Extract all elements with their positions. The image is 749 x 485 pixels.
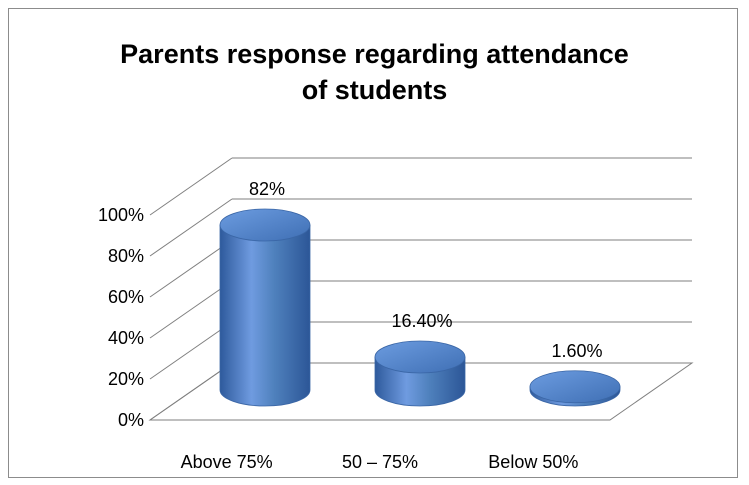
gridline (149, 198, 692, 257)
y-tick-label: 40% (108, 328, 144, 348)
y-axis: 0% 20% 40% 60% 80% 100% (98, 205, 144, 430)
y-tick-label: 80% (108, 246, 144, 266)
y-tick-label: 100% (98, 205, 144, 225)
y-tick-label: 20% (108, 369, 144, 389)
data-label: 1.60% (551, 341, 602, 361)
chart-frame (8, 8, 738, 478)
chart-title-line-2: of students (301, 75, 448, 105)
data-label: 82% (249, 179, 285, 199)
bar-cylinder (219, 208, 311, 407)
chart-title-line-1: Parents response regarding attendance (120, 39, 629, 69)
bars (219, 208, 621, 407)
chart-title: Parents response regarding attendance of… (0, 36, 749, 108)
data-label: 16.40% (391, 311, 452, 331)
y-tick-label: 60% (108, 287, 144, 307)
x-category-label: Below 50% (488, 452, 578, 472)
bar-cylinder (374, 340, 466, 407)
floor-outline (148, 362, 694, 421)
bar-cylinder (529, 370, 621, 407)
gridline (149, 157, 692, 216)
x-category-label: Above 75% (181, 452, 273, 472)
y-tick-label: 0% (118, 410, 144, 430)
x-category-label: 50 – 75% (342, 452, 418, 472)
labels: 82% Above 75% 16.40% 50 – 75% 1.60% Below 50% (181, 179, 603, 472)
